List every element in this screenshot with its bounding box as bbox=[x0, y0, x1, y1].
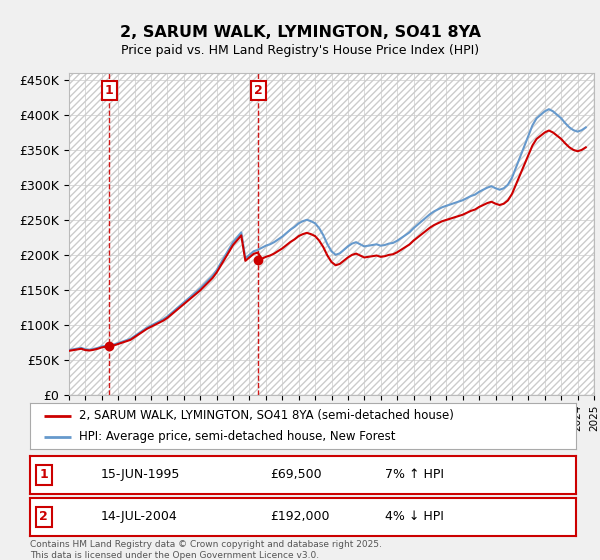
Text: 2, SARUM WALK, LYMINGTON, SO41 8YA (semi-detached house): 2, SARUM WALK, LYMINGTON, SO41 8YA (semi… bbox=[79, 409, 454, 422]
Text: 14-JUL-2004: 14-JUL-2004 bbox=[101, 510, 178, 524]
Text: Price paid vs. HM Land Registry's House Price Index (HPI): Price paid vs. HM Land Registry's House … bbox=[121, 44, 479, 57]
Text: 2, SARUM WALK, LYMINGTON, SO41 8YA: 2, SARUM WALK, LYMINGTON, SO41 8YA bbox=[119, 25, 481, 40]
Text: HPI: Average price, semi-detached house, New Forest: HPI: Average price, semi-detached house,… bbox=[79, 430, 395, 443]
Text: 1: 1 bbox=[105, 84, 113, 97]
Text: 4% ↓ HPI: 4% ↓ HPI bbox=[385, 510, 444, 524]
Text: 7% ↑ HPI: 7% ↑ HPI bbox=[385, 468, 444, 482]
Text: 2: 2 bbox=[254, 84, 263, 97]
Text: £192,000: £192,000 bbox=[270, 510, 330, 524]
Text: 1: 1 bbox=[39, 468, 48, 482]
Text: 2: 2 bbox=[39, 510, 48, 524]
Text: Contains HM Land Registry data © Crown copyright and database right 2025.
This d: Contains HM Land Registry data © Crown c… bbox=[30, 540, 382, 560]
Text: 15-JUN-1995: 15-JUN-1995 bbox=[101, 468, 181, 482]
Text: £69,500: £69,500 bbox=[270, 468, 322, 482]
